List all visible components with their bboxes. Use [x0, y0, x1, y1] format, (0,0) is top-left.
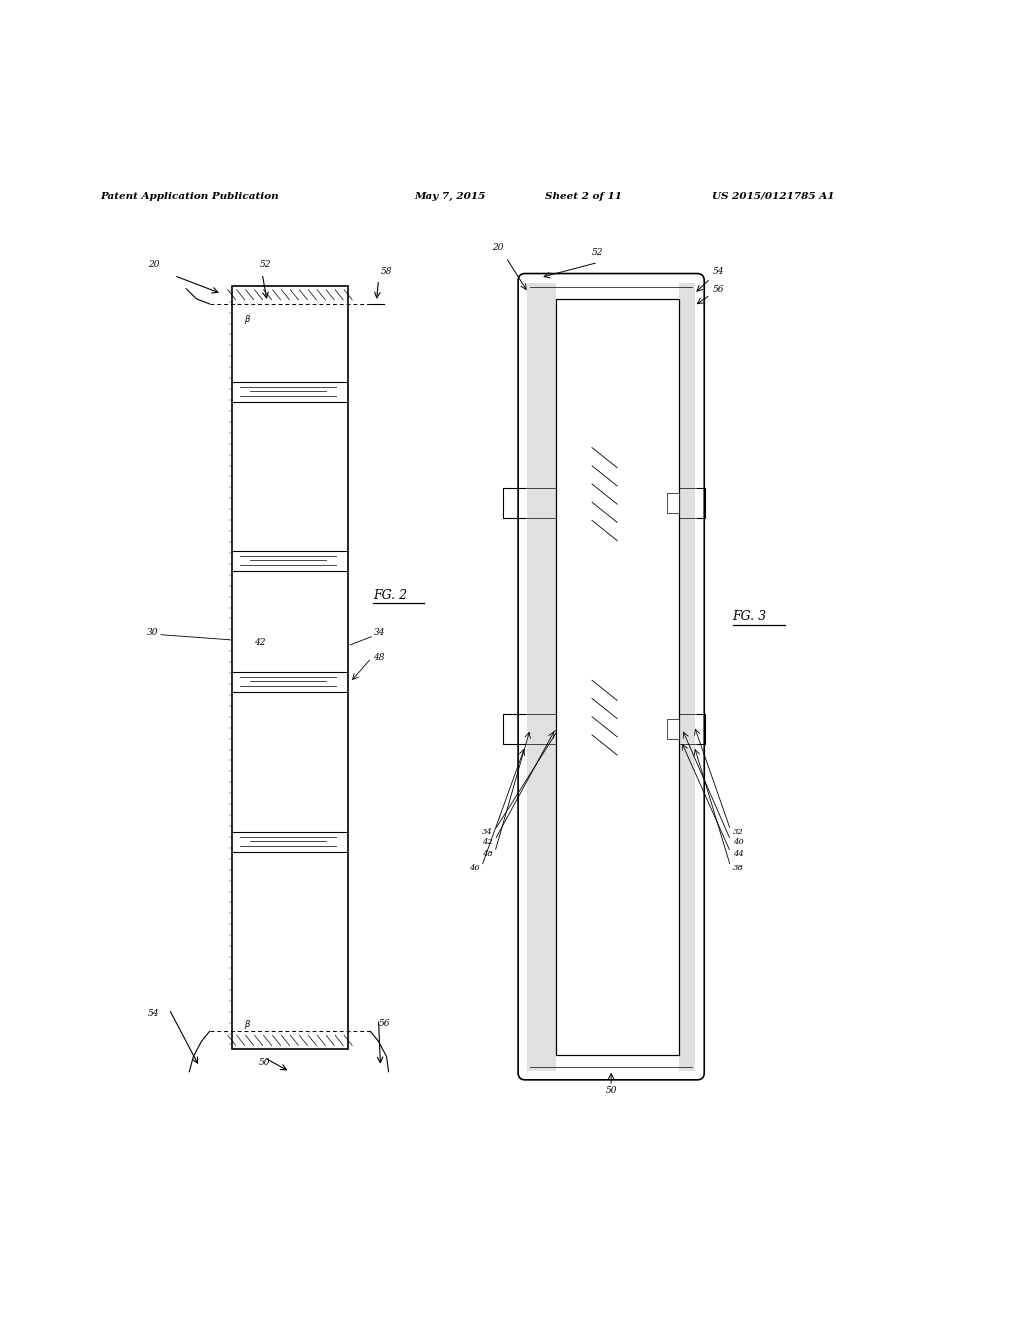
Bar — [527, 282, 555, 1071]
Bar — [231, 285, 347, 1049]
Bar — [666, 494, 679, 513]
Text: 42: 42 — [482, 838, 492, 846]
Text: β: β — [244, 315, 249, 325]
Bar — [666, 718, 679, 739]
Text: 34: 34 — [482, 828, 492, 836]
Text: Patent Application Publication: Patent Application Publication — [100, 191, 278, 201]
Text: 56: 56 — [378, 1019, 389, 1028]
Text: 38: 38 — [732, 865, 743, 873]
Text: 46: 46 — [469, 865, 479, 873]
Bar — [679, 282, 695, 1071]
Text: 58: 58 — [380, 267, 392, 276]
Bar — [555, 298, 679, 1055]
Text: FG. 3: FG. 3 — [732, 610, 766, 623]
Text: 56: 56 — [711, 285, 723, 294]
Text: 54: 54 — [148, 1008, 160, 1018]
Text: 40: 40 — [732, 838, 743, 846]
Text: 52: 52 — [592, 248, 603, 257]
Text: β: β — [244, 1020, 249, 1030]
Text: 50: 50 — [258, 1057, 270, 1067]
Text: 34: 34 — [373, 628, 384, 636]
Text: 20: 20 — [491, 243, 502, 252]
Text: 42: 42 — [254, 638, 266, 647]
Text: 20: 20 — [148, 260, 160, 269]
FancyBboxPatch shape — [518, 273, 703, 1080]
Text: FG. 2: FG. 2 — [373, 589, 408, 602]
Text: May 7, 2015: May 7, 2015 — [414, 191, 485, 201]
Text: 32: 32 — [732, 828, 743, 836]
Text: 52: 52 — [259, 260, 271, 269]
Text: Sheet 2 of 11: Sheet 2 of 11 — [545, 191, 622, 201]
Text: 48: 48 — [373, 653, 384, 663]
Text: 50: 50 — [605, 1086, 616, 1096]
Text: 44: 44 — [732, 850, 743, 858]
Text: 48: 48 — [482, 850, 492, 858]
Text: 54: 54 — [711, 267, 723, 276]
Text: 30: 30 — [616, 587, 629, 597]
Text: US 2015/0121785 A1: US 2015/0121785 A1 — [711, 191, 834, 201]
Text: 30: 30 — [147, 628, 158, 636]
